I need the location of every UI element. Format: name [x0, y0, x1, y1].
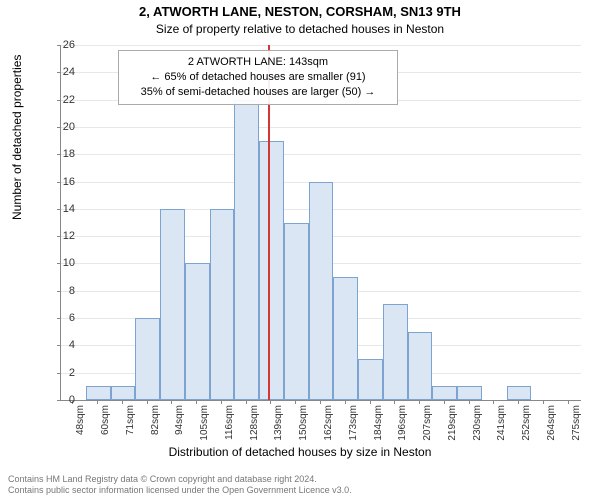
x-tick-mark — [97, 400, 98, 404]
x-axis-label: Distribution of detached houses by size … — [0, 445, 600, 459]
x-tick-label: 184sqm — [373, 405, 384, 441]
x-tick-label: 150sqm — [298, 405, 309, 441]
histogram-bar — [333, 277, 358, 400]
x-tick-label: 173sqm — [348, 405, 359, 441]
histogram-bar — [408, 332, 433, 400]
x-tick-label: 71sqm — [125, 405, 136, 435]
annotation-line2: ← 65% of detached houses are smaller (91… — [125, 70, 391, 85]
footer-line1: Contains HM Land Registry data © Crown c… — [8, 474, 352, 485]
x-tick-label: 196sqm — [397, 405, 408, 441]
histogram-bar — [135, 318, 160, 400]
y-tick-label: 2 — [45, 367, 75, 379]
x-tick-mark — [419, 400, 420, 404]
x-tick-label: 128sqm — [249, 405, 260, 441]
x-tick-mark — [147, 400, 148, 404]
x-tick-mark — [543, 400, 544, 404]
annotation-box: 2 ATWORTH LANE: 143sqm ← 65% of detached… — [118, 50, 398, 105]
annotation-line1: 2 ATWORTH LANE: 143sqm — [125, 55, 391, 70]
histogram-bar — [234, 100, 259, 400]
histogram-bar — [210, 209, 235, 400]
x-tick-mark — [270, 400, 271, 404]
gridline — [61, 45, 581, 46]
histogram-bar — [507, 386, 532, 400]
y-tick-label: 14 — [45, 203, 75, 215]
x-tick-mark — [518, 400, 519, 404]
x-tick-label: 94sqm — [174, 405, 185, 435]
chart-subtitle: Size of property relative to detached ho… — [0, 22, 600, 36]
gridline — [61, 154, 581, 155]
y-tick-label: 18 — [45, 148, 75, 160]
x-tick-label: 105sqm — [199, 405, 210, 441]
x-tick-mark — [320, 400, 321, 404]
histogram-bar — [358, 359, 383, 400]
y-tick-label: 6 — [45, 312, 75, 324]
x-tick-label: 48sqm — [75, 405, 86, 435]
x-tick-label: 116sqm — [224, 405, 235, 440]
x-tick-mark — [370, 400, 371, 404]
histogram-bar — [284, 223, 309, 401]
x-tick-label: 219sqm — [447, 405, 458, 441]
x-tick-label: 139sqm — [273, 405, 284, 441]
histogram-bar — [160, 209, 185, 400]
y-axis-label: Number of detached properties — [10, 55, 24, 220]
histogram-bar — [111, 386, 136, 400]
x-tick-mark — [568, 400, 569, 404]
x-tick-mark — [171, 400, 172, 404]
y-tick-label: 4 — [45, 339, 75, 351]
x-tick-label: 60sqm — [100, 405, 111, 435]
histogram-bar — [457, 386, 482, 400]
y-tick-label: 20 — [45, 121, 75, 133]
chart-title: 2, ATWORTH LANE, NESTON, CORSHAM, SN13 9… — [0, 4, 600, 19]
footer-line2: Contains public sector information licen… — [8, 485, 352, 496]
x-tick-mark — [469, 400, 470, 404]
y-tick-label: 10 — [45, 257, 75, 269]
x-tick-mark — [295, 400, 296, 404]
x-tick-label: 230sqm — [472, 405, 483, 441]
x-tick-label: 207sqm — [422, 405, 433, 441]
footer-attribution: Contains HM Land Registry data © Crown c… — [8, 474, 352, 496]
histogram-bar — [86, 386, 111, 400]
x-tick-label: 82sqm — [150, 405, 161, 435]
x-tick-mark — [196, 400, 197, 404]
x-tick-mark — [122, 400, 123, 404]
histogram-bar — [432, 386, 457, 400]
histogram-bar — [259, 141, 284, 400]
x-tick-label: 275sqm — [571, 405, 582, 441]
x-tick-mark — [394, 400, 395, 404]
x-tick-label: 264sqm — [546, 405, 557, 441]
histogram-bar — [383, 304, 408, 400]
y-tick-label: 24 — [45, 66, 75, 78]
annotation-line3: 35% of semi-detached houses are larger (… — [125, 85, 391, 100]
gridline — [61, 127, 581, 128]
histogram-bar — [185, 263, 210, 400]
y-tick-label: 0 — [45, 394, 75, 406]
x-tick-mark — [444, 400, 445, 404]
x-tick-mark — [221, 400, 222, 404]
x-tick-label: 252sqm — [521, 405, 532, 441]
y-tick-label: 22 — [45, 94, 75, 106]
x-tick-label: 241sqm — [496, 405, 507, 441]
y-tick-label: 12 — [45, 230, 75, 242]
y-tick-label: 26 — [45, 39, 75, 51]
y-tick-label: 8 — [45, 285, 75, 297]
histogram-bar — [309, 182, 334, 400]
x-tick-mark — [246, 400, 247, 404]
x-tick-label: 162sqm — [323, 405, 334, 441]
x-tick-mark — [493, 400, 494, 404]
x-tick-mark — [345, 400, 346, 404]
y-tick-label: 16 — [45, 176, 75, 188]
